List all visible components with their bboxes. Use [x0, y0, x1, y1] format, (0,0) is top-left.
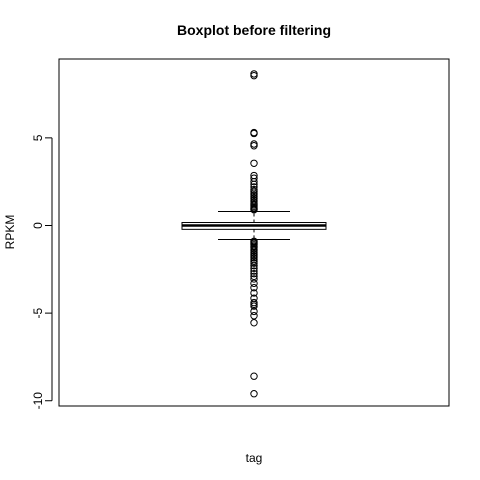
x-axis-label: tag [246, 451, 263, 465]
outlier-point [250, 180, 258, 189]
outlier-point [250, 390, 258, 398]
outlier-point [250, 259, 258, 267]
outlier-point [250, 319, 258, 327]
outlier-point [250, 302, 258, 310]
outlier-point [250, 284, 258, 292]
y-axis-label: RPKM [3, 215, 17, 250]
y-tick-label: -5 [31, 307, 45, 318]
outlier-point [250, 269, 258, 278]
outlier-point [250, 177, 258, 186]
outlier-point [250, 312, 258, 320]
box [181, 210, 327, 241]
outlier-point [250, 71, 258, 80]
outlier-point [250, 307, 258, 316]
outlier-point [250, 142, 258, 150]
y-tick-label: 0 [31, 222, 45, 229]
chart-title: Boxplot before filtering [177, 22, 331, 38]
y-axis: -10 -5 0 5 [31, 134, 53, 410]
outlier-point [250, 159, 258, 167]
y-tick-label: 5 [31, 134, 45, 141]
outlier-point [250, 289, 258, 297]
outlier-point [250, 129, 258, 138]
y-tick-label: -10 [31, 392, 45, 410]
outlier-point [250, 206, 258, 214]
outlier-point [250, 262, 258, 270]
outliers [250, 70, 258, 398]
outlier-point [250, 267, 258, 275]
outlier-point [250, 279, 258, 288]
plot-frame [58, 58, 450, 407]
outlier-point [250, 372, 258, 380]
outlier-point [250, 275, 258, 283]
outlier-point [250, 264, 258, 273]
outlier-point [250, 272, 258, 281]
